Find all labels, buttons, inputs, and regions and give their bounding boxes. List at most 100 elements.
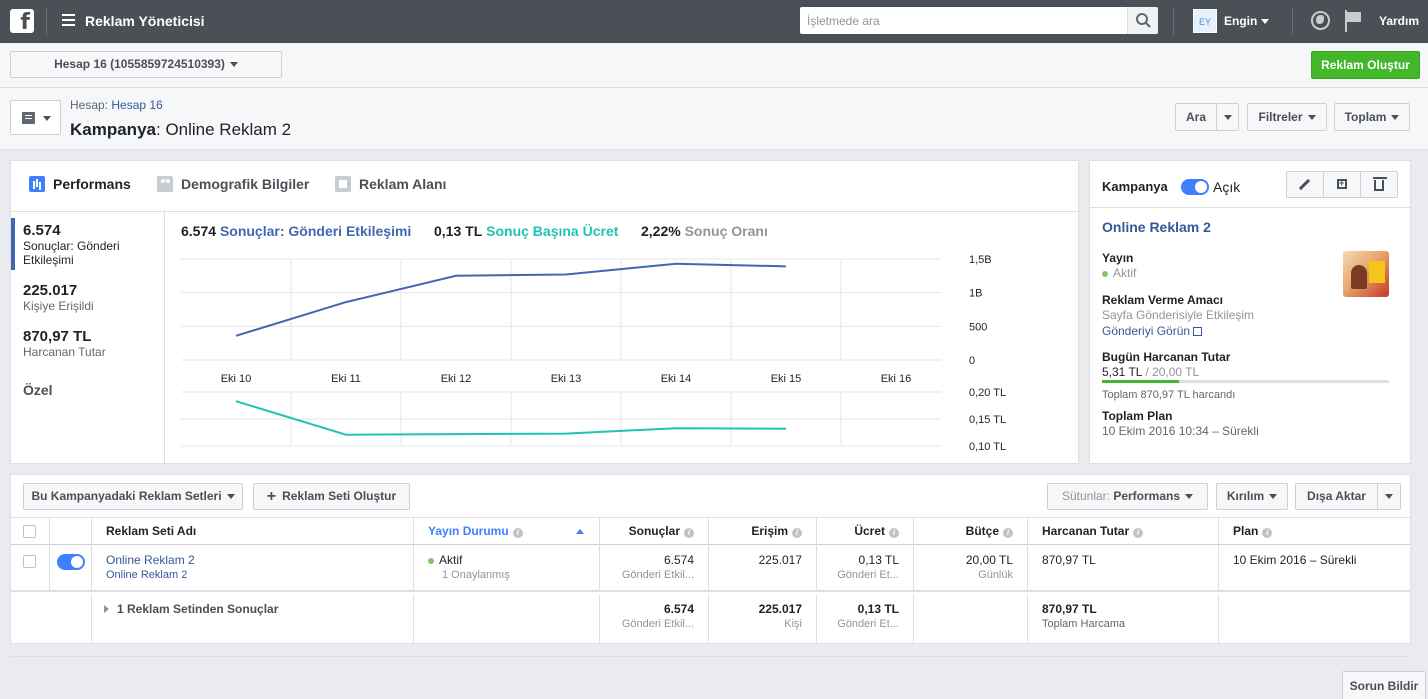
pencil-icon bbox=[1298, 178, 1311, 191]
summary-results-cell: 6.574 Gönderi Etkil... bbox=[600, 594, 709, 643]
duplicate-icon bbox=[1337, 178, 1347, 189]
campaign-name-link[interactable]: Online Reklam 2 bbox=[1102, 219, 1211, 235]
column-header-budget[interactable]: Bütçe i bbox=[914, 518, 1028, 545]
create-adset-button[interactable]: + Reklam Seti Oluştur bbox=[253, 483, 410, 510]
column-header-results[interactable]: Sonuçlar i bbox=[600, 518, 709, 545]
adset-name-link[interactable]: Online Reklam 2 bbox=[106, 553, 195, 567]
row-checkbox[interactable] bbox=[23, 555, 36, 568]
metric-label: Kişiye Erişildi bbox=[23, 299, 94, 313]
y-tick-label: 1,5B bbox=[969, 254, 992, 266]
y-tick-label: 0,10 TL bbox=[969, 441, 1006, 453]
globe-icon[interactable] bbox=[1311, 11, 1330, 30]
breakdown-dropdown[interactable]: Kırılım bbox=[1216, 483, 1288, 510]
edit-button[interactable] bbox=[1286, 171, 1324, 198]
publish-status: Aktif bbox=[1102, 266, 1136, 280]
metric-spent[interactable]: 870,97 TL Harcanan Tutar bbox=[23, 328, 106, 359]
summary-reach: 225.017 bbox=[758, 602, 802, 616]
summary-expander[interactable]: 1 Reklam Setinden Sonuçlar bbox=[104, 602, 278, 616]
breadcrumb-account-link[interactable]: Hesap 16 bbox=[111, 98, 163, 112]
filters-button[interactable]: Filtreler bbox=[1247, 103, 1327, 131]
breadcrumb-prefix: Hesap bbox=[70, 98, 105, 112]
adsets-scope-dropdown[interactable]: Bu Kampanyadaki Reklam Setleri bbox=[23, 483, 243, 510]
search-button[interactable] bbox=[1127, 7, 1158, 34]
summary-spent-sub: Toplam Harcama bbox=[1042, 618, 1126, 630]
chevron-down-icon bbox=[1261, 19, 1270, 25]
chevron-down-icon bbox=[1391, 115, 1400, 121]
side-header: Kampanya Açık bbox=[1090, 161, 1410, 208]
column-header-name[interactable]: Reklam Seti Adı bbox=[92, 518, 414, 545]
metric-results[interactable]: 6.574 Sonuçlar: Gönderi Etkileşimi bbox=[23, 222, 120, 267]
adsets-table-panel: Bu Kampanyadaki Reklam Setleri + Reklam S… bbox=[10, 474, 1411, 644]
column-header-spent[interactable]: Harcanan Tutar i bbox=[1028, 518, 1219, 545]
today-spend-total: / 20,00 TL bbox=[1142, 365, 1200, 379]
duplicate-button[interactable] bbox=[1323, 171, 1361, 198]
top-bar: f Reklam Yöneticisi EY Engin Yardım bbox=[0, 0, 1428, 43]
summary-reach-cell: 225.017 Kişi bbox=[709, 594, 817, 643]
header-label: Erişim bbox=[751, 524, 788, 538]
budget-progress-bar bbox=[1102, 380, 1389, 383]
summary-results-sub: Gönderi Etkil... bbox=[621, 618, 694, 630]
plus-icon: + bbox=[266, 488, 277, 505]
metric-reach[interactable]: 225.017 Kişiye Erişildi bbox=[23, 282, 94, 313]
view-menu-button[interactable] bbox=[10, 100, 61, 135]
header-select-cell bbox=[11, 518, 50, 545]
column-header-cost[interactable]: Ücret i bbox=[817, 518, 914, 545]
info-icon: i bbox=[1003, 528, 1013, 538]
app-title[interactable]: Reklam Yöneticisi bbox=[85, 13, 205, 29]
trash-icon bbox=[1373, 177, 1387, 191]
adset-status-toggle[interactable] bbox=[57, 554, 85, 570]
column-header-plan[interactable]: Plan i bbox=[1219, 518, 1410, 545]
facebook-logo-icon[interactable]: f bbox=[10, 9, 34, 33]
account-selector[interactable]: Hesap 16 (1055859724510393) bbox=[10, 51, 282, 78]
ad-thumbnail[interactable] bbox=[1343, 251, 1389, 297]
filters-label: Filtreler bbox=[1258, 110, 1303, 124]
header-label: Ücret bbox=[854, 524, 885, 538]
chevron-down-icon bbox=[43, 116, 51, 121]
today-spend: 5,31 TL / 20,00 TL bbox=[1102, 365, 1199, 379]
performance-panel: Performans Demografik Bilgiler Reklam Al… bbox=[10, 160, 1079, 464]
search-dropdown-button[interactable] bbox=[1216, 103, 1239, 131]
search-tool-button[interactable]: Ara bbox=[1175, 103, 1217, 131]
cost-cell: 0,13 TL Gönderi Et... bbox=[817, 545, 914, 590]
page-title-name: Online Reklam 2 bbox=[165, 120, 292, 139]
columns-dropdown[interactable]: Sütunlar: Performans bbox=[1047, 483, 1208, 510]
report-problem-button[interactable]: Sorun Bildir bbox=[1342, 671, 1426, 699]
flag-icon[interactable] bbox=[1343, 10, 1363, 32]
select-all-checkbox[interactable] bbox=[23, 525, 36, 538]
column-header-status[interactable]: Yayın Durumu i bbox=[414, 518, 600, 545]
legend-value: 6.574 bbox=[181, 223, 217, 239]
campaign-status-toggle[interactable] bbox=[1181, 179, 1209, 195]
divider bbox=[1292, 8, 1293, 35]
adset-campaign-link[interactable]: Online Reklam 2 bbox=[106, 569, 188, 581]
columns-prefix: Sütunlar: bbox=[1061, 489, 1110, 503]
tab-label: Demografik Bilgiler bbox=[181, 176, 310, 192]
avatar[interactable]: EY bbox=[1193, 9, 1217, 33]
column-header-reach[interactable]: Erişim i bbox=[709, 518, 817, 545]
hamburger-menu-icon[interactable] bbox=[62, 14, 75, 26]
results-sub: Gönderi Etkil... bbox=[621, 569, 694, 581]
x-tick-label: Eki 16 bbox=[881, 373, 912, 385]
legend-label: Sonuçlar: Gönderi Etkileşimi bbox=[219, 223, 412, 239]
header-label: Yayın Durumu bbox=[428, 524, 509, 538]
view-post-link[interactable]: Gönderiyi Görün bbox=[1102, 324, 1203, 338]
table-row[interactable]: Online Reklam 2 Online Reklam 2 Aktif 1 … bbox=[11, 545, 1410, 592]
delete-button[interactable] bbox=[1360, 171, 1398, 198]
placement-icon bbox=[335, 176, 351, 192]
total-button[interactable]: Toplam bbox=[1334, 103, 1410, 131]
summary-cost-sub: Gönderi Et... bbox=[837, 618, 899, 630]
plan-cell: 10 Ekim 2016 – Sürekli bbox=[1219, 545, 1410, 590]
create-ad-button[interactable]: Reklam Oluştur bbox=[1311, 51, 1420, 79]
metric-value: 870,97 TL bbox=[23, 328, 92, 345]
legend-label: Sonuç Başına Ücret bbox=[486, 223, 619, 239]
budget-cell[interactable]: 20,00 TL Günlük bbox=[914, 545, 1028, 590]
search-input[interactable] bbox=[800, 7, 1126, 34]
custom-metric-link[interactable]: Özel bbox=[23, 382, 53, 398]
account-selector-label: Hesap 16 (1055859724510393) bbox=[54, 57, 225, 71]
cost-value: 0,13 TL bbox=[858, 553, 899, 567]
x-tick-label: Eki 15 bbox=[771, 373, 802, 385]
export-dropdown-button[interactable] bbox=[1377, 483, 1401, 510]
help-link[interactable]: Yardım bbox=[1379, 14, 1420, 28]
user-menu[interactable]: Engin bbox=[1224, 14, 1270, 28]
export-button[interactable]: Dışa Aktar bbox=[1295, 483, 1378, 510]
divider bbox=[46, 8, 47, 35]
